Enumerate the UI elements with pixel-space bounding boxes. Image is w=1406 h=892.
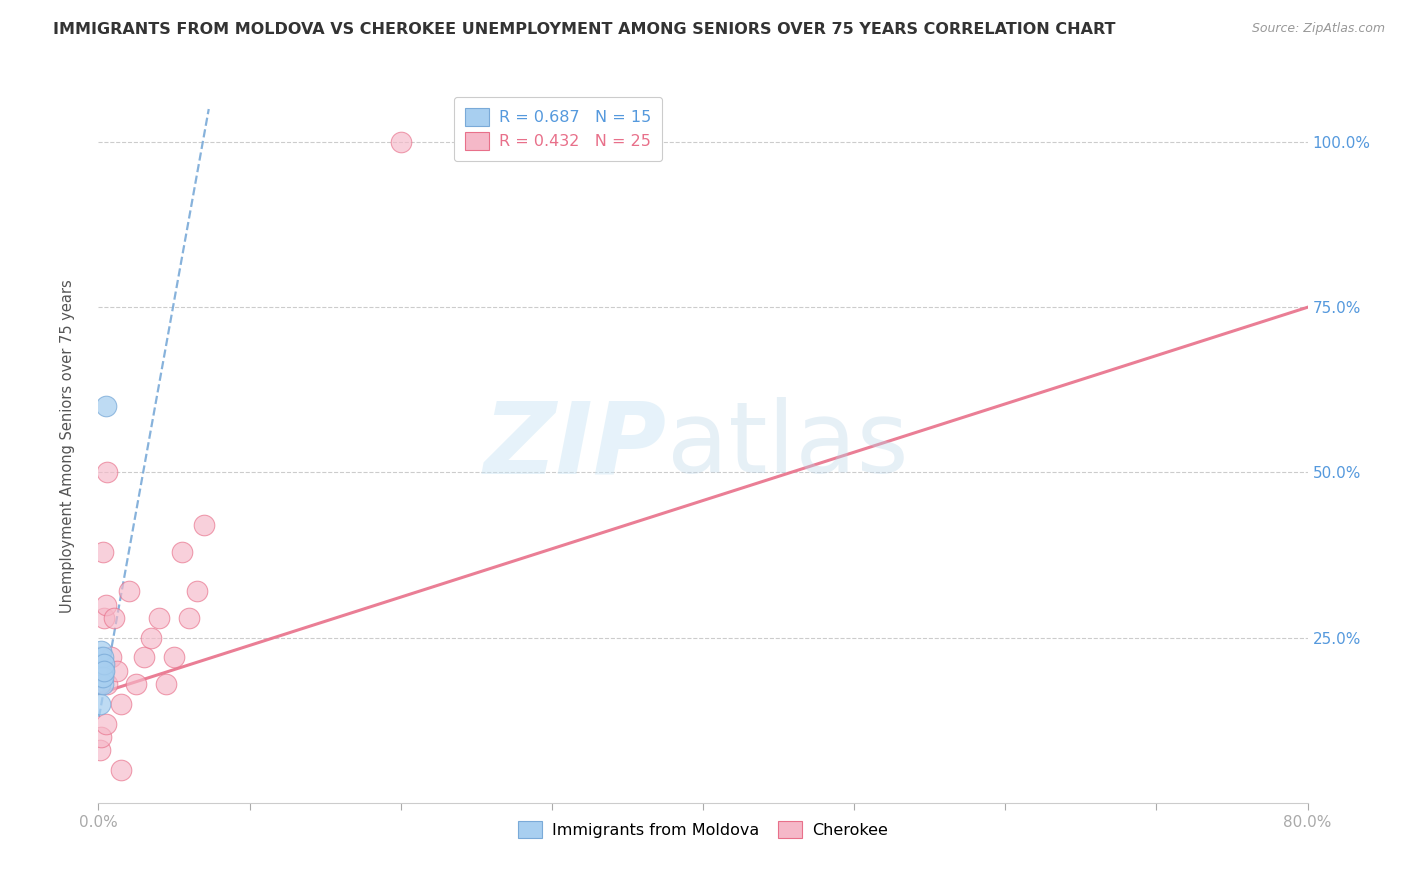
Point (132, 650, 155, 665)
Point (179, 611, 201, 625)
Point (91, 677, 114, 691)
Point (93, 611, 115, 625)
Point (96, 466, 118, 480)
Point (93, 657, 115, 671)
Point (110, 697, 132, 711)
Point (91, 664, 114, 678)
Point (93, 664, 115, 678)
Point (91, 670, 114, 684)
Point (89, 650, 111, 665)
Point (90, 730, 112, 744)
Point (90, 657, 112, 671)
Point (148, 611, 170, 625)
Point (125, 677, 148, 691)
Point (96, 677, 118, 691)
Point (163, 650, 186, 665)
Point (389, 135, 412, 149)
Point (89, 697, 111, 711)
Text: ZIP: ZIP (484, 398, 666, 494)
Point (91, 545, 114, 559)
Point (89, 664, 111, 678)
Point (105, 664, 128, 678)
Point (118, 584, 141, 599)
Text: Source: ZipAtlas.com: Source: ZipAtlas.com (1251, 22, 1385, 36)
Legend: Immigrants from Moldova, Cherokee: Immigrants from Moldova, Cherokee (512, 814, 894, 845)
Point (89, 743, 111, 757)
Text: atlas: atlas (666, 398, 908, 494)
Point (90, 664, 112, 678)
Point (170, 545, 193, 559)
Point (89, 677, 111, 691)
Point (103, 611, 125, 625)
Point (91, 650, 114, 665)
Point (141, 631, 163, 645)
Point (94, 598, 117, 612)
Point (90, 670, 112, 684)
Point (94, 400, 117, 414)
Point (155, 677, 177, 691)
Point (100, 650, 122, 665)
Point (110, 763, 132, 777)
Point (193, 518, 215, 533)
Text: Unemployment Among Seniors over 75 years: Unemployment Among Seniors over 75 years (60, 279, 75, 613)
Text: IMMIGRANTS FROM MOLDOVA VS CHEROKEE UNEMPLOYMENT AMONG SENIORS OVER 75 YEARS COR: IMMIGRANTS FROM MOLDOVA VS CHEROKEE UNEM… (53, 22, 1116, 37)
Point (186, 584, 208, 599)
Point (90, 644, 112, 658)
Point (94, 716, 117, 731)
